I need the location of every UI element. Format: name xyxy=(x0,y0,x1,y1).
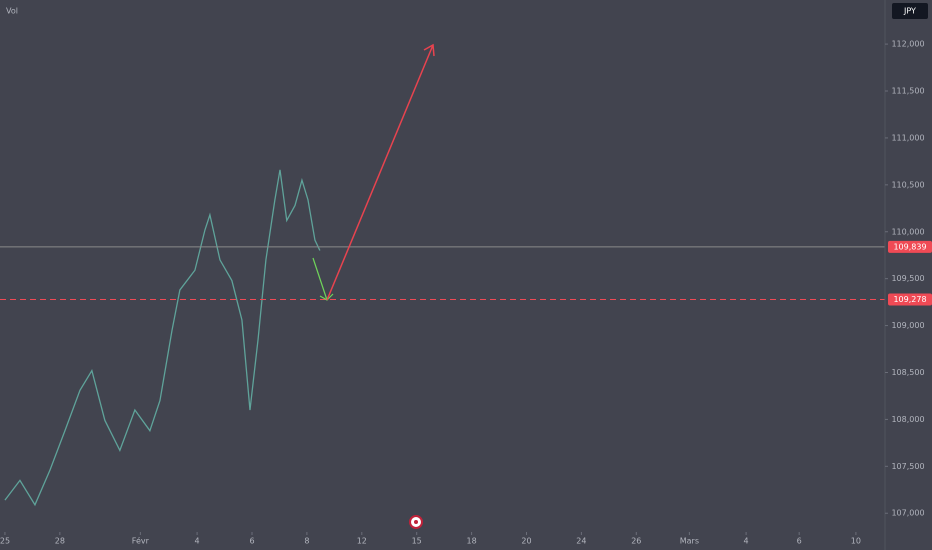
y-tick-label: 107,000 xyxy=(891,509,924,518)
y-tick-label: 109,500 xyxy=(891,274,924,283)
price-line xyxy=(4,169,321,507)
x-tick-label: 12 xyxy=(357,537,367,546)
x-tick-label: 15 xyxy=(412,537,422,546)
currency-label[interactable]: JPY xyxy=(903,7,916,16)
y-tick-label: 111,500 xyxy=(891,87,924,96)
y-tick-label: 112,000 xyxy=(891,40,924,49)
x-tick-label: 10 xyxy=(851,537,861,546)
x-tick-label: 8 xyxy=(304,537,309,546)
x-tick-label: 4 xyxy=(195,537,200,546)
x-tick-label: Févr xyxy=(132,536,150,546)
x-tick-label: 18 xyxy=(467,537,477,546)
event-icon-dot xyxy=(414,520,418,524)
price-label: 109,278 xyxy=(893,295,926,304)
y-tick-label: 108,000 xyxy=(891,415,924,424)
price-label-box xyxy=(888,240,932,253)
x-tick-label: 26 xyxy=(631,537,641,546)
red-arrowhead xyxy=(423,43,435,57)
x-tick-label: 25 xyxy=(0,537,10,546)
y-tick-label: 111,000 xyxy=(891,133,924,142)
red-arrow[interactable] xyxy=(326,44,434,301)
x-tick-label: 24 xyxy=(576,537,586,546)
y-tick-label: 109,000 xyxy=(891,321,924,330)
y-tick-label: 107,500 xyxy=(891,462,924,471)
y-tick-label: 110,000 xyxy=(891,227,924,236)
price-label-box xyxy=(888,293,932,306)
x-tick-label: 4 xyxy=(744,537,749,546)
x-tick-label: 28 xyxy=(55,537,65,546)
x-tick-label: 20 xyxy=(521,537,531,546)
x-tick-label: Mars xyxy=(680,537,699,546)
currency-button[interactable] xyxy=(892,3,928,19)
green-arrow[interactable] xyxy=(312,257,328,301)
x-tick-label: 6 xyxy=(797,537,802,546)
x-tick-label: 6 xyxy=(249,537,254,546)
y-tick-label: 108,500 xyxy=(891,368,924,377)
y-tick-label: 110,500 xyxy=(891,180,924,189)
price-label: 109,839 xyxy=(893,242,926,251)
vol-label: Vol xyxy=(6,7,18,16)
